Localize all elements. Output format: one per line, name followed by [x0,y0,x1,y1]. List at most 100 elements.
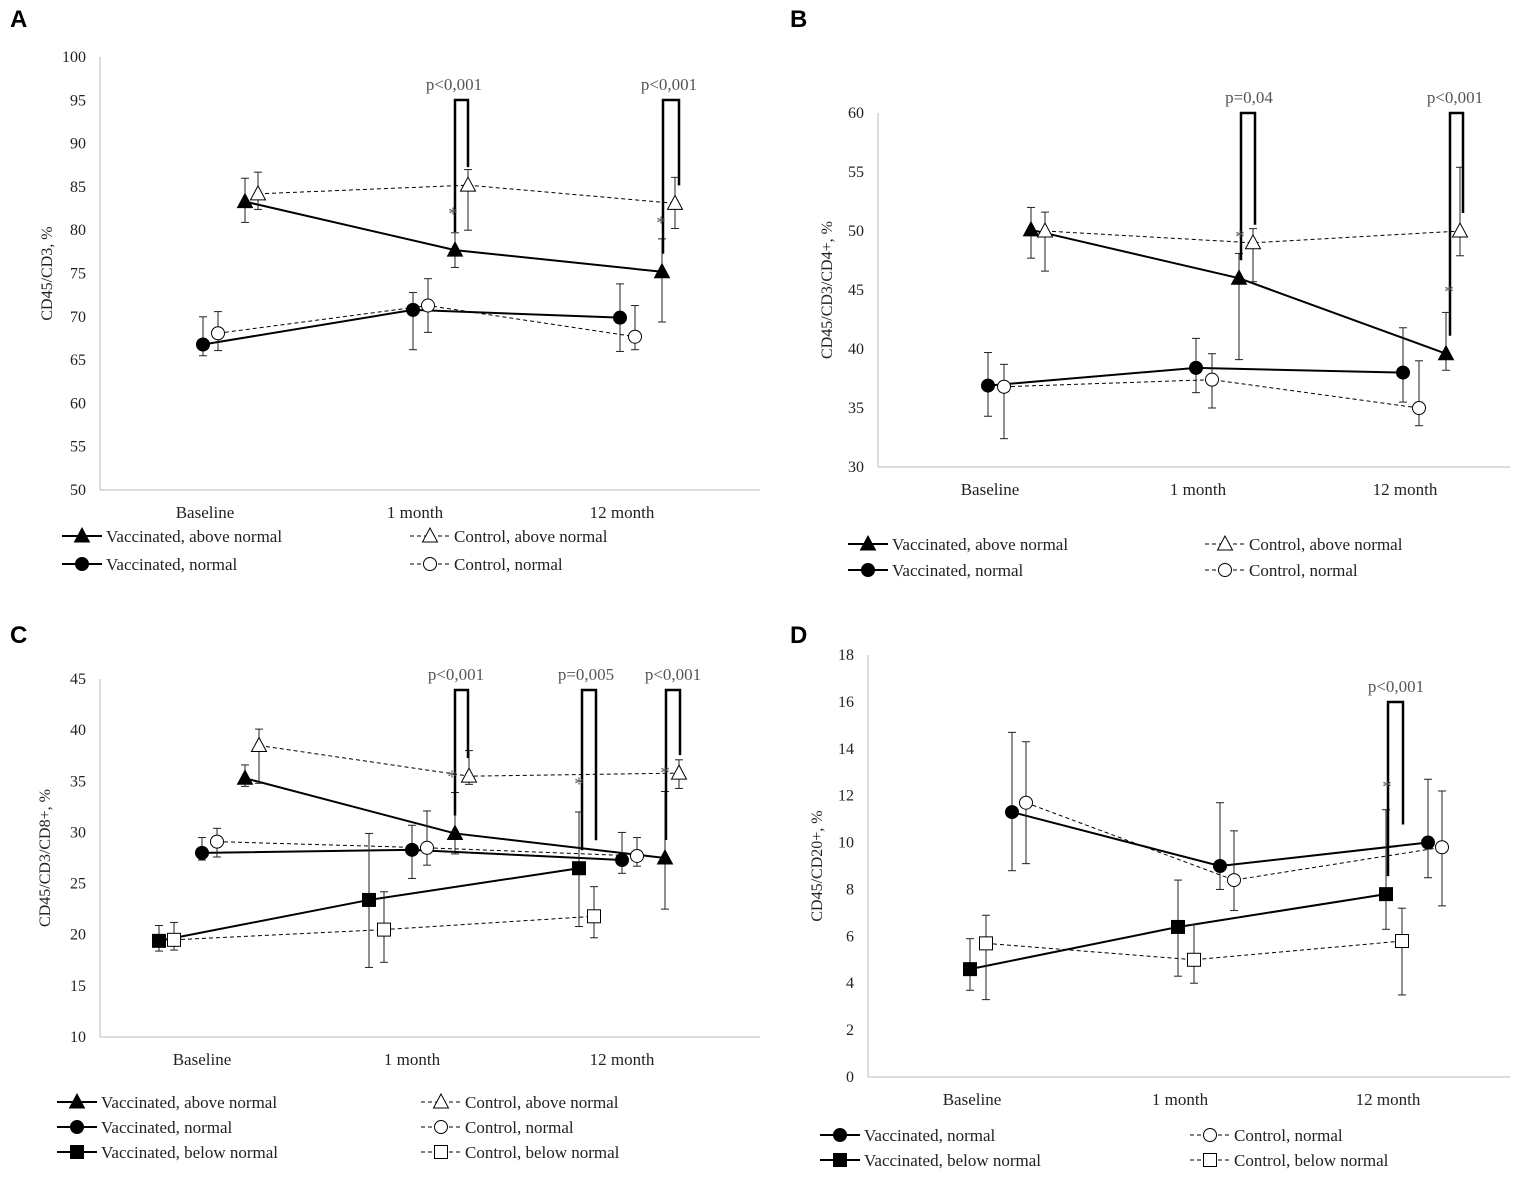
y-tick-label-a: 75 [70,266,86,283]
y-tick-label-d: 0 [846,1069,854,1086]
x-tick-label-d: 1 month [1152,1090,1209,1109]
legend-marker [68,1092,86,1109]
legend-entry: Vaccinated, above normal [892,535,1068,554]
data-point-vaccinated-above-normal [1437,344,1455,361]
data-point-vaccinated-normal [195,845,209,860]
x-tick-label-a: 1 month [387,503,444,522]
p-value-label-b: p<0,001 [1427,88,1483,107]
legend-entry: Control, below normal [465,1143,620,1162]
data-point-vaccinated-above-normal [656,848,674,865]
series-control-above-normal [250,728,688,789]
legend-marker [434,1145,448,1159]
series-control-below-normal [979,907,1409,1001]
y-tick-label-b: 50 [848,223,864,240]
legend-marker [1216,534,1234,551]
y-tick-label-d: 8 [846,881,854,898]
legend-entry: Control, above normal [465,1093,619,1112]
significance-bracket-d [1386,700,1405,877]
data-point-vaccinated-below-normal [362,892,376,907]
y-tick-label-a: 65 [70,352,86,369]
data-point-control-normal [420,840,434,855]
data-point-control-normal [997,379,1011,394]
p-value-label-a: p<0,001 [641,75,697,94]
x-tick-label-c: 12 month [590,1050,655,1069]
data-point-vaccinated-above-normal [446,241,464,257]
data-point-vaccinated-below-normal [1379,887,1393,902]
significance-star-c: * [660,763,670,784]
legend-entry: Vaccinated, normal [106,555,237,574]
legend-marker [434,1120,448,1134]
y-axis-label-a: CD45/CD3, % [39,226,56,320]
series-control-normal [210,810,644,867]
y-tick-label-a: 50 [70,482,86,499]
y-tick-label-d: 12 [838,788,854,805]
data-point-control-above-normal [459,176,477,192]
legend-d: Vaccinated, normal Control, normal Vaccina… [820,1126,1389,1170]
y-tick-label-c: 25 [70,876,86,893]
legend-entry: Vaccinated, above normal [101,1093,277,1112]
y-tick-label-d: 14 [838,741,854,758]
legend-marker [423,557,437,571]
data-point-control-below-normal [979,936,993,951]
data-point-vaccinated-normal [1189,360,1203,375]
significance-bracket-c [664,688,682,840]
y-tick-label-a: 100 [62,49,86,66]
legend-a: Vaccinated, above normal Control, above n… [62,526,608,574]
significance-star-c: * [574,774,584,795]
legend-marker [75,557,89,571]
legend-marker [833,1128,847,1142]
y-tick-label-a: 80 [70,222,86,239]
significance-star-c: * [447,767,457,788]
data-point-control-normal [211,326,225,341]
data-point-vaccinated-normal [613,310,627,325]
data-point-vaccinated-below-normal [1171,919,1185,934]
data-point-vaccinated-above-normal [236,192,254,209]
data-point-control-below-normal [377,922,391,937]
data-point-vaccinated-below-normal [963,962,977,977]
series-control-normal [211,278,642,352]
y-tick-label-b: 40 [848,341,864,358]
y-tick-label-d: 16 [838,694,854,711]
panel-label-b: B [790,6,808,33]
chart-panel-b: 30 35 40 45 50 55 60 Baseline 1 month 12 month CD4… [819,88,1510,580]
data-point-vaccinated-above-normal [1022,220,1040,237]
y-tick-label-a: 55 [70,439,86,456]
y-tick-label-d: 10 [838,835,854,852]
legend-entry: Control, normal [454,555,563,574]
data-point-vaccinated-normal [196,337,210,352]
data-point-control-above-normal [1244,233,1262,250]
legend-entry: Control, normal [465,1118,574,1137]
x-tick-label-c: Baseline [173,1050,232,1069]
x-tick-label-b: 12 month [1373,480,1438,499]
chart-panel-c: 10 15 20 25 30 35 40 45 Baseline 1 month 12 month C… [37,665,760,1162]
legend-entry: Vaccinated, below normal [101,1143,278,1162]
data-point-control-normal [1205,372,1219,387]
data-point-control-above-normal [249,184,267,201]
series-vaccinated-below-normal [152,811,586,968]
legend-marker [73,526,91,543]
series-line-control-normal [1025,802,1443,881]
legend-entry: Vaccinated, below normal [864,1151,1041,1170]
chart-panel-d: 0 2 4 6 8 10 12 14 16 18 Baseline 1 month 12 month CD… [809,647,1510,1170]
series-control-normal [1019,741,1449,912]
data-point-vaccinated-above-normal [653,262,671,279]
legend-marker [70,1145,84,1159]
x-tick-label-c: 1 month [384,1050,441,1069]
p-value-label-d: p<0,001 [1368,677,1424,696]
series-control-below-normal [167,886,601,963]
series-vaccinated-normal [981,327,1410,417]
significance-bracket-b [1448,111,1465,336]
series-vaccinated-below-normal [963,809,1393,991]
legend-marker [833,1153,847,1167]
y-axis-label-b: CD45/CD3/CD4+, % [819,221,836,359]
data-point-control-above-normal [460,767,478,783]
data-point-vaccinated-normal [981,378,995,393]
data-point-control-normal [1412,401,1426,415]
series-control-above-normal [249,169,684,231]
significance-star-a: * [656,213,666,234]
y-tick-label-c: 15 [70,978,86,995]
series-line-control-above-normal [1044,230,1461,244]
legend-marker [859,534,877,551]
data-point-vaccinated-below-normal [572,861,586,876]
series-vaccinated-normal [196,283,627,357]
